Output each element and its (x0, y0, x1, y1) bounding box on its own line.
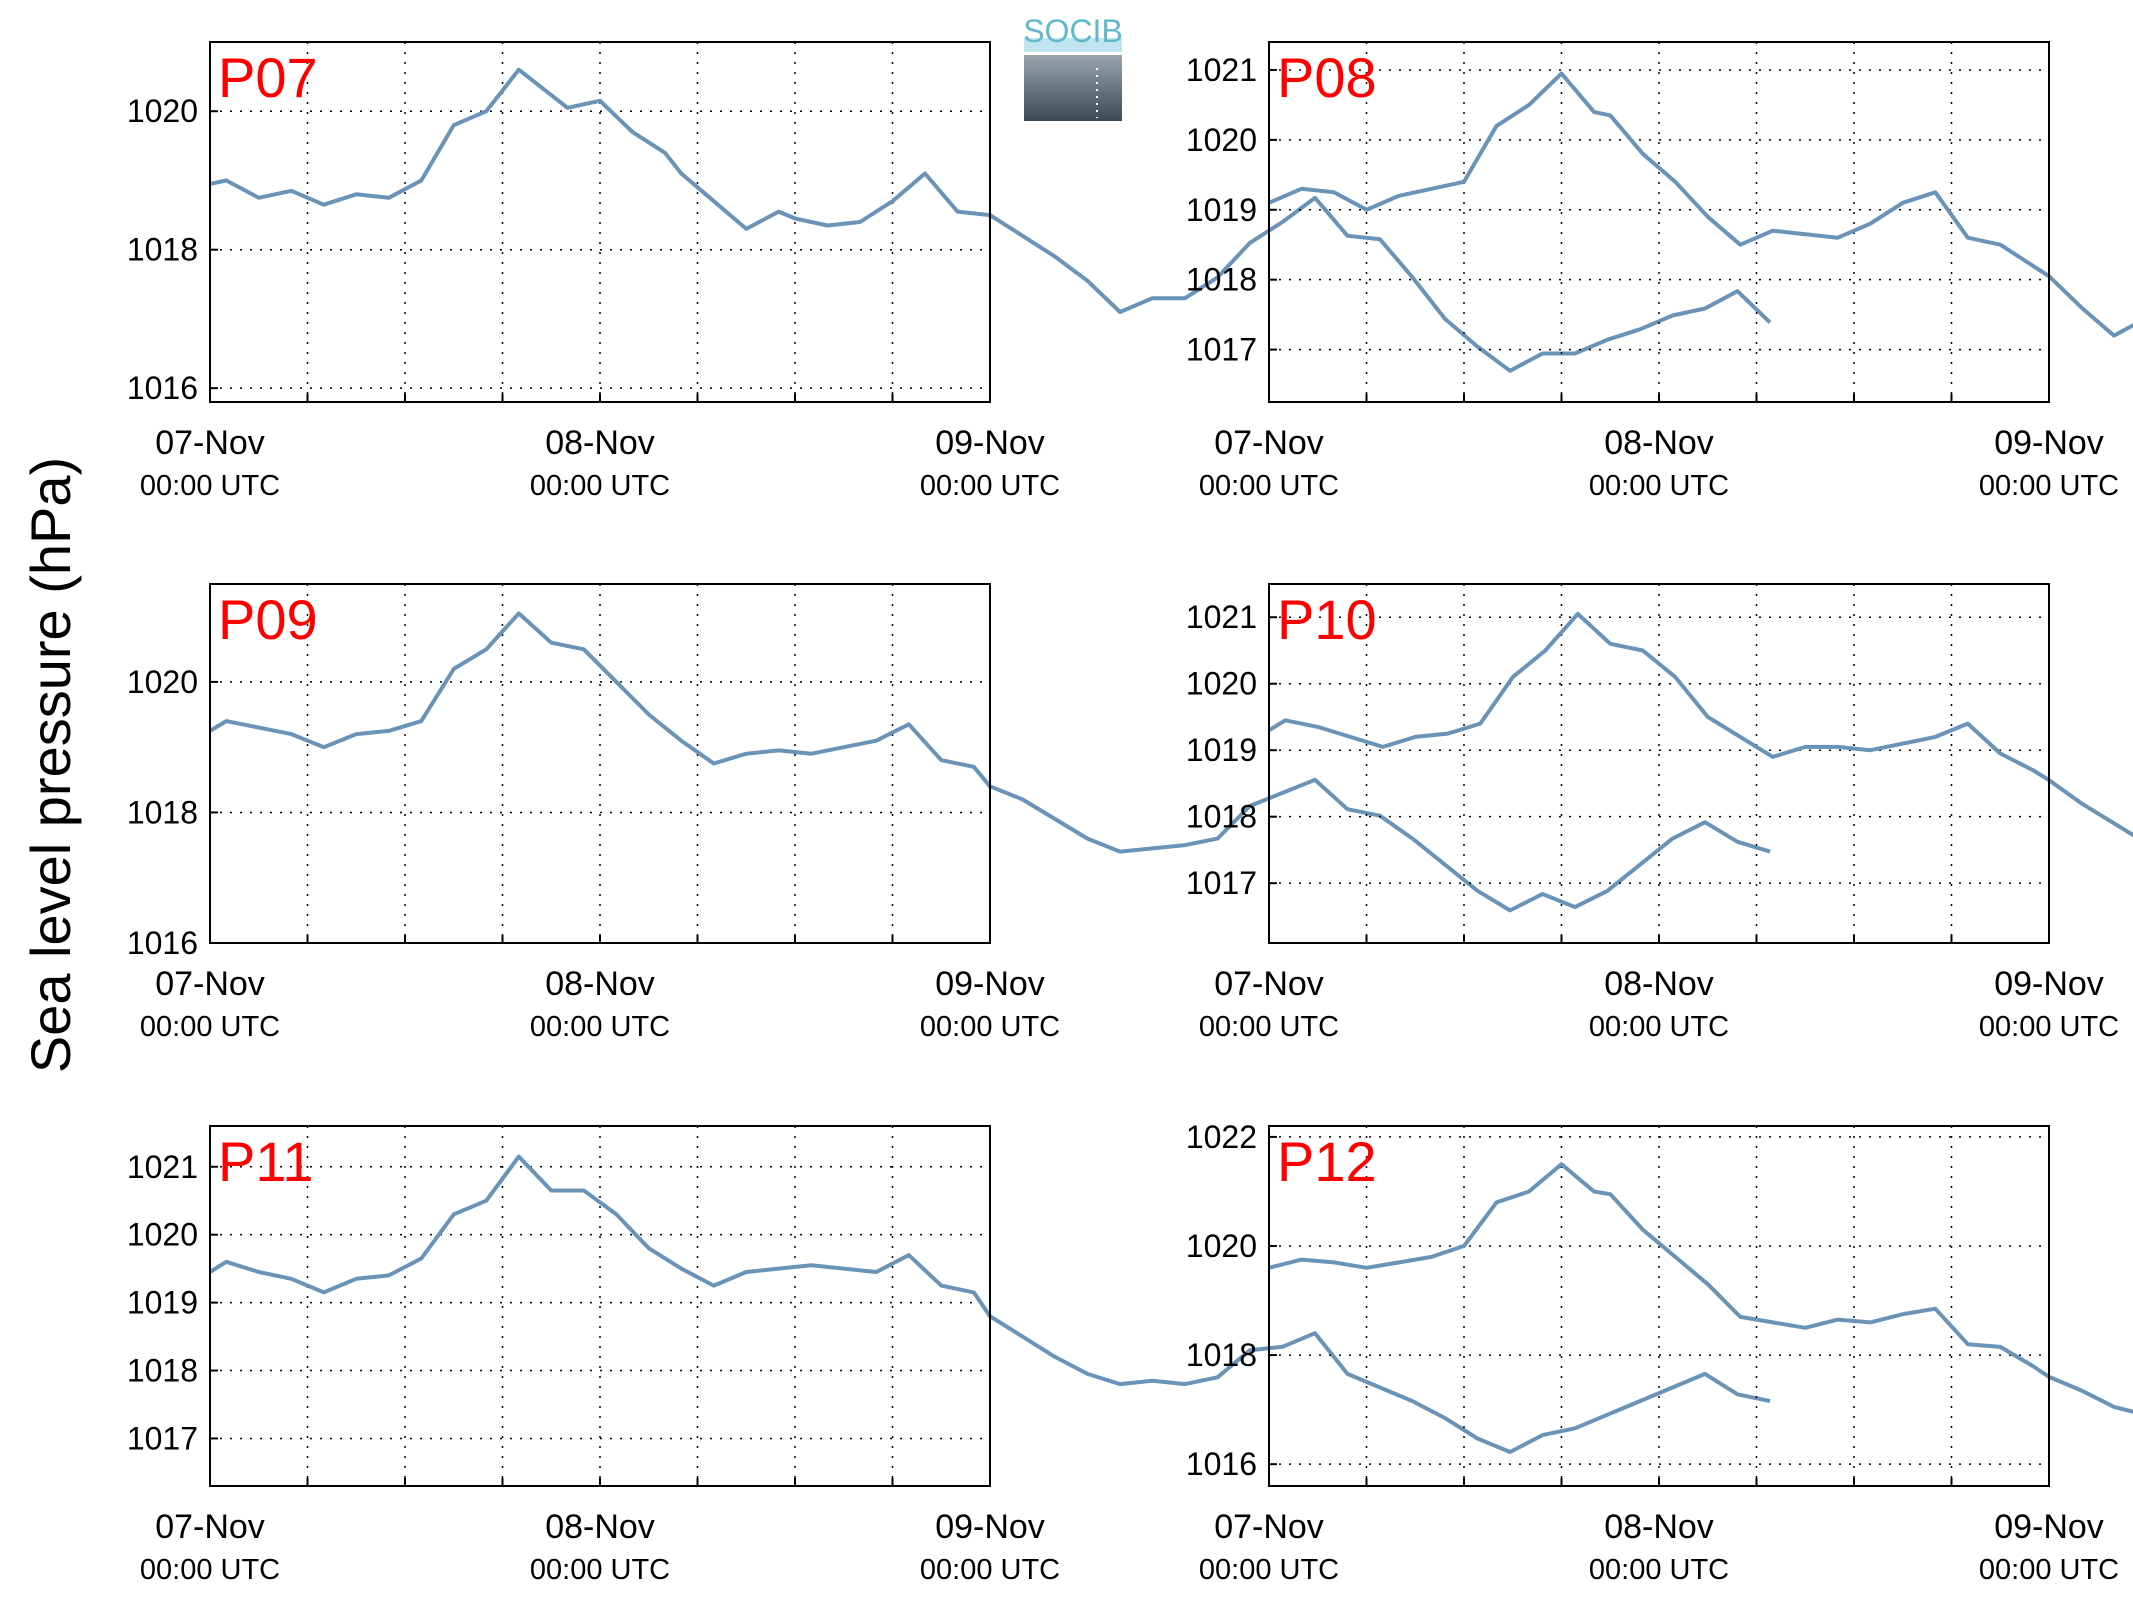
x-tick-label-day: 08-Nov (1604, 1508, 1714, 1546)
panel-p12: 1016 1018 1020 1022 P12 07-Nov 00:00 UTC 08-Nov… (1186, 1119, 2133, 1586)
y-tick-label: 1018 (127, 1353, 198, 1389)
x-tick-label-time: 00:00 UTC (920, 1011, 1060, 1043)
y-tick-label: 1022 (1186, 1119, 1257, 1155)
logo-text: SOCIB (1023, 13, 1123, 49)
axes-frame (1268, 41, 2050, 403)
pressure-series-line (208, 1154, 1771, 1454)
x-tick-label-day: 08-Nov (545, 424, 655, 462)
y-tick-label: 1018 (1186, 799, 1257, 835)
y-tick-label: 1020 (127, 1217, 198, 1253)
x-tick-label-day: 08-Nov (545, 965, 655, 1003)
x-tick-label-day: 09-Nov (1994, 1508, 2104, 1546)
axes-frame (209, 41, 991, 403)
y-tick-label: 1020 (1186, 122, 1257, 158)
y-tick-label: 1016 (127, 925, 198, 961)
y-tick-label: 1017 (127, 1420, 198, 1456)
pressure-series-line (1268, 1162, 2133, 1414)
axes-frame (209, 583, 991, 944)
axes-frame (209, 1125, 991, 1487)
x-tick-label-time: 00:00 UTC (1979, 470, 2119, 502)
x-tick-label-day: 08-Nov (545, 1508, 655, 1546)
x-tick-label-day: 07-Nov (1214, 1508, 1324, 1546)
station-label: P11 (218, 1130, 313, 1193)
x-tick-label-time: 00:00 UTC (1199, 1554, 1339, 1586)
panel-p11: 1017 1018 1019 1020 1021 P11 07-Nov 00:00 UTC 08… (127, 1125, 1771, 1586)
station-label: P10 (1277, 588, 1377, 651)
station-label: P12 (1277, 1130, 1377, 1193)
x-tick-label-time: 00:00 UTC (140, 1554, 280, 1586)
socib-logo: SOCIB (1023, 13, 1123, 121)
y-tick-label: 1021 (1186, 52, 1257, 88)
y-axis-label: Sea level pressure (hPa) (19, 457, 82, 1073)
x-tick-label-time: 00:00 UTC (1589, 470, 1729, 502)
pressure-series-line (1267, 611, 2133, 838)
pressure-series-line (208, 611, 1771, 913)
x-tick-label-day: 08-Nov (1604, 424, 1714, 462)
x-tick-label-time: 00:00 UTC (1979, 1554, 2119, 1586)
station-label: P07 (218, 46, 318, 109)
y-tick-label: 1018 (1186, 1337, 1257, 1373)
x-tick-label-time: 00:00 UTC (1199, 470, 1339, 502)
panel-p07: 1016 1018 1020 P07 07-Nov 00:00 UTC 08-Nov 00:0… (127, 41, 1772, 502)
axes-frame (1268, 583, 2050, 944)
pressure-series-line (209, 67, 1772, 373)
x-tick-label-day: 09-Nov (1994, 424, 2104, 462)
y-tick-label: 1017 (1186, 865, 1257, 901)
logo-mark (1024, 55, 1122, 121)
x-tick-label-day: 07-Nov (155, 1508, 265, 1546)
panel-p09: 1016 1018 1020 P09 07-Nov 00:00 UTC 08-Nov 00:0… (127, 583, 1771, 1043)
station-label: P09 (218, 588, 318, 651)
x-tick-label-time: 00:00 UTC (1589, 1554, 1729, 1586)
x-tick-label-time: 00:00 UTC (530, 1011, 670, 1043)
y-tick-label: 1019 (127, 1285, 198, 1321)
x-tick-label-time: 00:00 UTC (530, 1554, 670, 1586)
x-tick-label-time: 00:00 UTC (920, 1554, 1060, 1586)
y-tick-label: 1020 (127, 664, 198, 700)
x-tick-label-day: 07-Nov (1214, 424, 1324, 462)
x-tick-label-day: 09-Nov (1994, 965, 2104, 1003)
x-tick-label-day: 09-Nov (935, 1508, 1045, 1546)
x-tick-label-day: 09-Nov (935, 424, 1045, 462)
y-tick-label: 1018 (1186, 262, 1257, 298)
y-tick-label: 1020 (1186, 666, 1257, 702)
logo-band (1024, 38, 1122, 52)
x-tick-label-time: 00:00 UTC (920, 470, 1060, 502)
x-tick-label-day: 07-Nov (1214, 965, 1324, 1003)
y-tick-label: 1017 (1186, 332, 1257, 368)
x-tick-label-time: 00:00 UTC (1199, 1011, 1339, 1043)
x-tick-label-day: 08-Nov (1604, 965, 1714, 1003)
y-tick-label: 1019 (1186, 732, 1257, 768)
x-tick-label-time: 00:00 UTC (1589, 1011, 1729, 1043)
y-tick-label: 1020 (127, 93, 198, 129)
y-tick-label: 1019 (1186, 192, 1257, 228)
axes-frame (1268, 1125, 2050, 1487)
x-tick-label-day: 09-Nov (935, 965, 1045, 1003)
y-tick-label: 1021 (127, 1149, 198, 1185)
x-tick-label-time: 00:00 UTC (140, 470, 280, 502)
x-tick-label-time: 00:00 UTC (140, 1011, 280, 1043)
y-tick-label: 1016 (127, 370, 198, 406)
x-tick-label-time: 00:00 UTC (530, 470, 670, 502)
x-tick-label-time: 00:00 UTC (1979, 1011, 2119, 1043)
x-tick-label-day: 07-Nov (155, 965, 265, 1003)
y-tick-label: 1021 (1186, 599, 1257, 635)
panel-p08: 1017 1018 1019 1020 1021 P08 07-Nov 00:00 UTC 08… (1186, 41, 2133, 502)
pressure-series-line (1268, 71, 2133, 338)
station-label: P08 (1277, 46, 1377, 109)
y-tick-label: 1018 (127, 232, 198, 268)
y-tick-label: 1018 (127, 794, 198, 830)
x-tick-label-day: 07-Nov (155, 424, 265, 462)
panel-p10: 1017 1018 1019 1020 1021 P10 07-Nov 00:00 UTC 08… (1186, 583, 2133, 1043)
y-tick-label: 1016 (1186, 1446, 1257, 1482)
y-tick-label: 1020 (1186, 1228, 1257, 1264)
